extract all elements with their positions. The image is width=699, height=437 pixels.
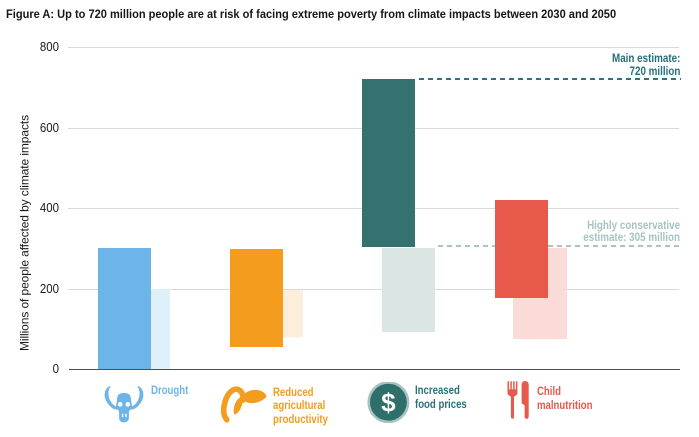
- svg-text:$: $: [381, 388, 396, 418]
